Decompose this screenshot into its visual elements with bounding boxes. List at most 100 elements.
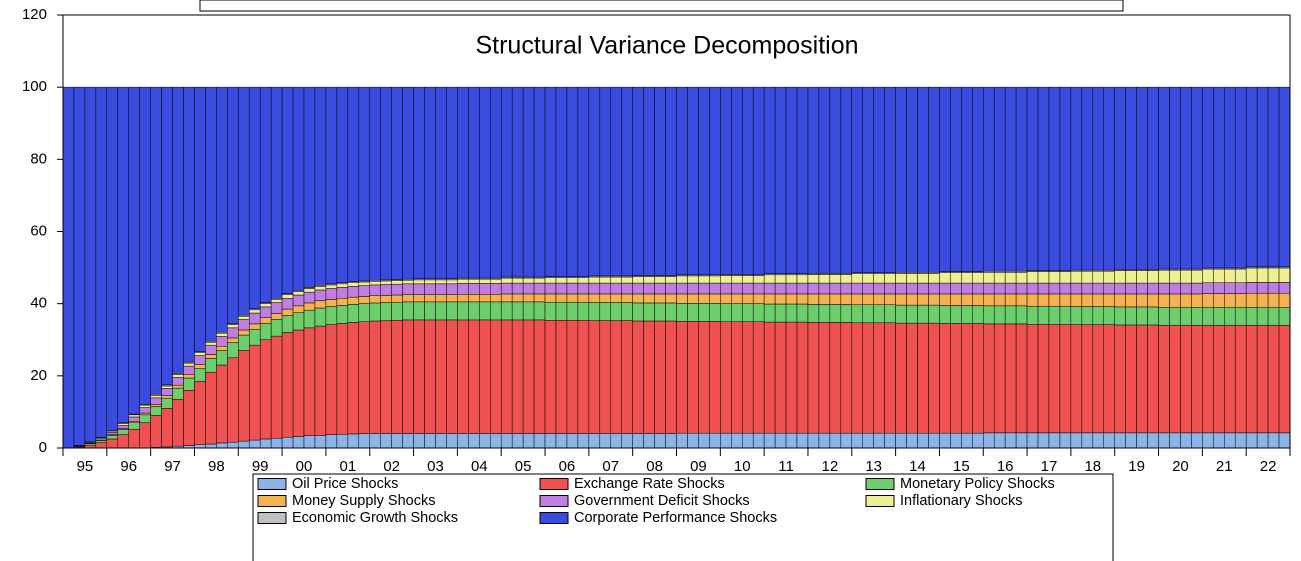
bar-segment: [972, 282, 984, 295]
bar-segment: [972, 272, 984, 284]
bar-segment: [939, 86, 951, 272]
bar-segment: [796, 432, 809, 449]
bar-segment: [259, 438, 272, 449]
bar-segment: [1267, 267, 1280, 283]
x-tick-label: 19: [1128, 458, 1145, 475]
bar-segment: [1267, 432, 1280, 449]
bar-segment: [785, 303, 798, 323]
bar-segment: [1147, 306, 1159, 326]
bar-segment: [884, 304, 896, 324]
bar-segment: [1136, 282, 1148, 295]
header-box: [199, 0, 1124, 12]
x-tick-label: 13: [865, 458, 882, 475]
bar-segment: [654, 302, 666, 322]
bar-segment: [829, 322, 842, 434]
bar-segment: [1147, 293, 1159, 308]
bar-segment: [840, 274, 853, 284]
bar-segment: [369, 433, 381, 449]
bar-segment: [1081, 324, 1094, 434]
bar-segment: [577, 293, 590, 303]
bar-segment: [741, 275, 754, 284]
bar-segment: [281, 308, 294, 316]
bar-segment: [873, 322, 885, 434]
bar-segment: [1224, 325, 1236, 434]
bar-segment: [216, 364, 228, 444]
bar-segment: [1004, 323, 1017, 434]
bar-segment: [183, 86, 195, 363]
bar-segment: [741, 282, 754, 295]
bar-segment: [566, 282, 579, 295]
bar-segment: [391, 433, 403, 449]
bar-segment: [1103, 293, 1115, 307]
bar-segment: [1092, 270, 1105, 284]
bar-segment: [128, 428, 140, 449]
bar-segment: [676, 321, 688, 434]
bar-segment: [292, 329, 305, 437]
bar-segment: [479, 86, 491, 279]
bar-segment: [281, 86, 294, 294]
bar-segment: [950, 305, 962, 324]
bar-segment: [1256, 432, 1269, 449]
bar-segment: [533, 277, 546, 284]
bar-segment: [270, 302, 283, 314]
x-tick-label: 21: [1216, 458, 1233, 475]
bar-segment: [544, 277, 557, 284]
bar-segment: [358, 86, 371, 282]
bar-segment: [95, 442, 108, 449]
bar-segment: [128, 422, 140, 430]
bar-segment: [873, 304, 885, 324]
bar-segment: [829, 432, 842, 449]
bar-segment: [216, 86, 228, 333]
bar-segment: [720, 303, 732, 322]
legend-swatch: [257, 495, 287, 507]
bar-segment: [632, 293, 644, 304]
bar-segment: [1059, 282, 1072, 295]
bar-segment: [1169, 432, 1181, 449]
bar-segment: [1103, 324, 1115, 434]
bar-segment: [117, 434, 129, 449]
bar-segment: [1059, 271, 1072, 284]
bar-segment: [1234, 282, 1247, 294]
bar-segment: [435, 433, 447, 449]
bar-segment: [829, 282, 842, 295]
bar-segment: [479, 433, 491, 449]
bar-segment: [763, 293, 776, 305]
bar-segment: [1081, 432, 1094, 449]
bar-segment: [161, 385, 173, 389]
bar-segment: [1059, 305, 1072, 325]
x-tick-label: 01: [339, 458, 356, 475]
x-tick-label: 20: [1172, 458, 1189, 475]
bar-segment: [1202, 293, 1214, 308]
bar-segment: [884, 282, 896, 295]
bar-segment: [851, 304, 863, 324]
bar-segment: [928, 282, 940, 295]
bar-segment: [292, 86, 305, 291]
bar-segment: [862, 304, 874, 324]
bar-segment: [654, 320, 666, 434]
bar-segment: [500, 319, 513, 434]
bar-segment: [435, 279, 447, 285]
legend-swatch: [257, 478, 287, 490]
bar-segment: [610, 320, 622, 434]
bar-segment: [917, 293, 929, 306]
bar-segment: [1213, 86, 1225, 269]
bar-segment: [665, 293, 677, 304]
bar-segment: [446, 86, 458, 280]
bar-segment: [1070, 306, 1083, 325]
bar-segment: [435, 86, 447, 280]
bar-segment: [588, 282, 601, 295]
bar-segment: [1059, 86, 1072, 271]
bar-segment: [632, 86, 644, 276]
bar-segment: [588, 433, 601, 449]
bar-segment: [643, 302, 655, 322]
bar-segment: [205, 344, 217, 355]
bar-segment: [1224, 307, 1236, 326]
bar-segment: [939, 282, 951, 295]
bar-segment: [238, 316, 250, 320]
bar-segment: [1169, 282, 1181, 295]
bar-segment: [917, 86, 929, 273]
bar-segment: [983, 432, 995, 449]
bar-segment: [1213, 325, 1225, 434]
bar-segment: [314, 435, 327, 449]
bar-segment: [183, 377, 195, 391]
